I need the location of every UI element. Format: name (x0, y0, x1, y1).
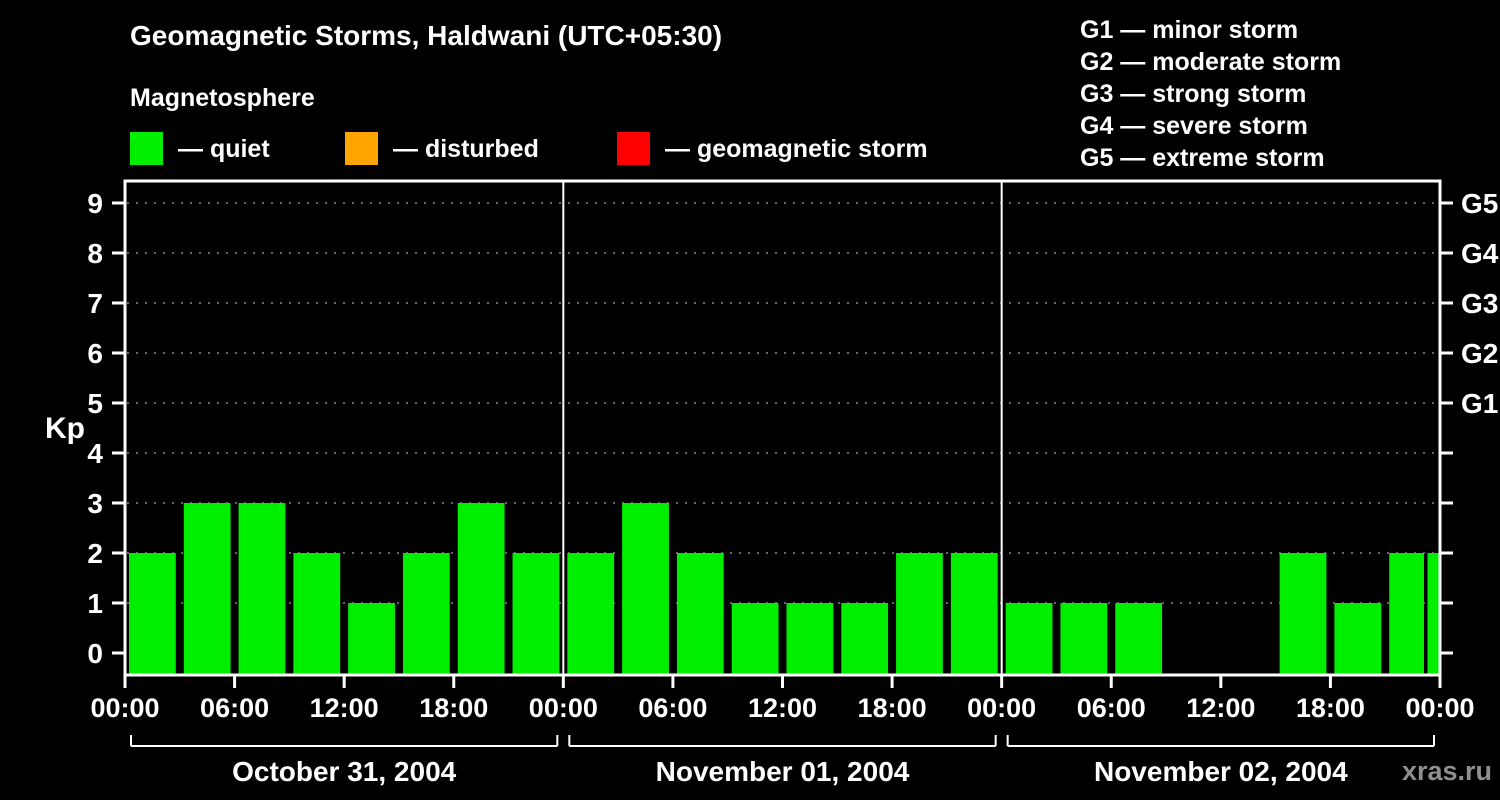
kp-bar (348, 603, 395, 674)
y-tick-label: 0 (87, 638, 103, 669)
right-axis-label: G5 (1461, 188, 1498, 219)
kp-bar (841, 603, 889, 674)
magnetosphere-label: Magnetosphere (130, 84, 315, 112)
storm-scale-g5: G5 — extreme storm (1080, 144, 1325, 172)
kp-bar (1005, 603, 1053, 674)
kp-bar (512, 553, 560, 674)
x-tick-label: 18:00 (858, 693, 927, 723)
kp-bar (457, 503, 505, 674)
y-tick-label: 6 (87, 338, 103, 369)
x-tick-label: 12:00 (310, 693, 379, 723)
x-tick-label: 18:00 (1296, 693, 1365, 723)
x-tick-label: 18:00 (419, 693, 488, 723)
x-tick-label: 00:00 (529, 693, 598, 723)
kp-bar (293, 553, 341, 674)
right-axis-label: G3 (1461, 288, 1498, 319)
storm-scale-g3: G3 — strong storm (1080, 80, 1307, 108)
x-tick-label: 00:00 (90, 693, 159, 723)
kp-bar (786, 603, 834, 674)
y-tick-label: 1 (87, 588, 103, 619)
x-tick-label: 12:00 (1186, 693, 1255, 723)
date-label: November 01, 2004 (656, 756, 910, 787)
legend-storm-label: — geomagnetic storm (665, 135, 928, 163)
right-axis-label: G2 (1461, 338, 1498, 369)
legend-quiet-label: — quiet (178, 135, 270, 163)
kp-bar (129, 553, 176, 674)
kp-bar (896, 553, 943, 674)
kp-bar (183, 503, 231, 674)
x-tick-label: 06:00 (638, 693, 707, 723)
x-tick-label: 00:00 (967, 693, 1036, 723)
right-axis-label: G4 (1461, 238, 1499, 269)
kp-bar (1279, 553, 1327, 674)
legend-quiet-swatch (130, 132, 163, 165)
legend-storm-swatch (617, 132, 650, 165)
right-axis-label: G1 (1461, 388, 1498, 419)
y-tick-label: 3 (87, 488, 103, 519)
y-tick-label: 4 (87, 438, 103, 469)
storm-scale-g4: G4 — severe storm (1080, 112, 1308, 140)
date-label: November 02, 2004 (1094, 756, 1348, 787)
kp-bar (1060, 603, 1108, 674)
kp-bar (1115, 603, 1163, 674)
y-tick-label: 9 (87, 188, 103, 219)
kp-bar (402, 553, 450, 674)
x-tick-label: 12:00 (748, 693, 817, 723)
kp-bar-partial (1427, 553, 1439, 674)
kp-bar (1334, 603, 1382, 674)
kp-bar (950, 553, 998, 674)
watermark: xras.ru (1401, 756, 1492, 786)
kp-bar (238, 503, 286, 674)
x-tick-label: 00:00 (1405, 693, 1474, 723)
kp-bar (1389, 553, 1424, 674)
kp-bar (676, 553, 724, 674)
kp-bar (567, 553, 615, 674)
y-tick-label: 7 (87, 288, 103, 319)
x-tick-label: 06:00 (1077, 693, 1146, 723)
kp-bar (731, 603, 779, 674)
y-tick-label: 2 (87, 538, 103, 569)
storm-scale-g1: G1 — minor storm (1080, 16, 1299, 44)
legend-disturbed-label: — disturbed (393, 135, 539, 163)
y-tick-label: 5 (87, 388, 103, 419)
kp-bar (622, 503, 669, 674)
chart-title: Geomagnetic Storms, Haldwani (UTC+05:30) (130, 20, 723, 51)
legend-disturbed-swatch (345, 132, 378, 165)
date-label: October 31, 2004 (232, 756, 457, 787)
y-axis-title: Kp (45, 412, 85, 445)
x-tick-label: 06:00 (200, 693, 269, 723)
storm-scale-legend: G1 — minor storm G2 — moderate storm G3 … (1080, 14, 1341, 174)
storm-scale-g2: G2 — moderate storm (1080, 48, 1342, 76)
y-tick-label: 8 (87, 238, 103, 269)
